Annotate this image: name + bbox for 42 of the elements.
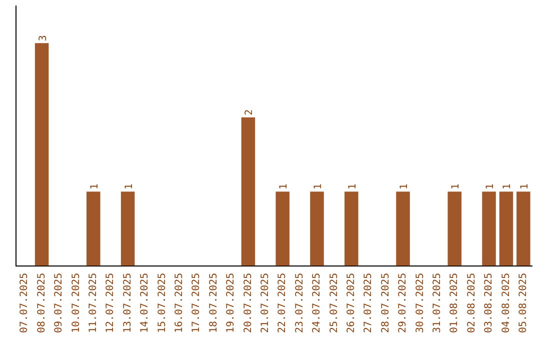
x-tick-label: 15.07.2025 [156,272,168,334]
x-tick-label: 31.07.2025 [432,272,443,334]
x-tick-label: 01.08.2025 [449,272,460,334]
x-tick-label: 12.07.2025 [105,272,116,334]
x-tick-label: 18.07.2025 [208,272,220,334]
x-tick-label: 04.08.2025 [500,272,512,334]
data-label: 1 [278,184,290,190]
data-label: 1 [399,184,410,190]
x-tick-label: 09.07.2025 [54,272,65,334]
x-tick-label: 19.07.2025 [226,272,237,334]
x-tick-label: 26.07.2025 [346,272,357,334]
x-tick-label: 14.07.2025 [140,272,151,334]
x-tick-label: 13.07.2025 [122,272,134,334]
data-label: 1 [313,184,324,190]
x-tick-label: 17.07.2025 [191,272,202,334]
x-tick-label: 07.07.2025 [19,272,30,334]
x-tick-label: 10.07.2025 [70,272,82,334]
data-label: 1 [89,184,100,190]
x-tick-label: 16.07.2025 [174,272,185,334]
x-tick-label: 28.07.2025 [380,272,392,334]
x-tick-label: 29.07.2025 [398,272,409,334]
x-tick-label: 25.07.2025 [328,272,340,334]
x-tick-label: 08.07.2025 [36,272,48,334]
x-tick-label: 20.07.2025 [242,272,254,334]
x-tick-label: 27.07.2025 [363,272,374,334]
data-label: 1 [485,184,496,190]
data-label: 1 [502,184,514,190]
data-label: 1 [519,184,530,190]
x-tick-label: 30.07.2025 [414,272,426,334]
data-label: 1 [347,184,358,190]
x-tick-label: 02.08.2025 [466,272,478,334]
x-tick-label: 21.07.2025 [260,272,271,334]
x-tick-label: 11.07.2025 [88,272,99,334]
x-tick-label: 05.08.2025 [518,272,529,334]
x-tick-label: 23.07.2025 [294,272,306,334]
data-label: 1 [124,184,135,190]
x-tick-label: 24.07.2025 [312,272,323,334]
data-label: 3 [38,35,49,42]
data-label: 2 [244,109,256,116]
x-tick-label: 03.08.2025 [484,272,495,334]
data-label: 1 [450,184,462,190]
x-tick-label: 22.07.2025 [277,272,288,334]
